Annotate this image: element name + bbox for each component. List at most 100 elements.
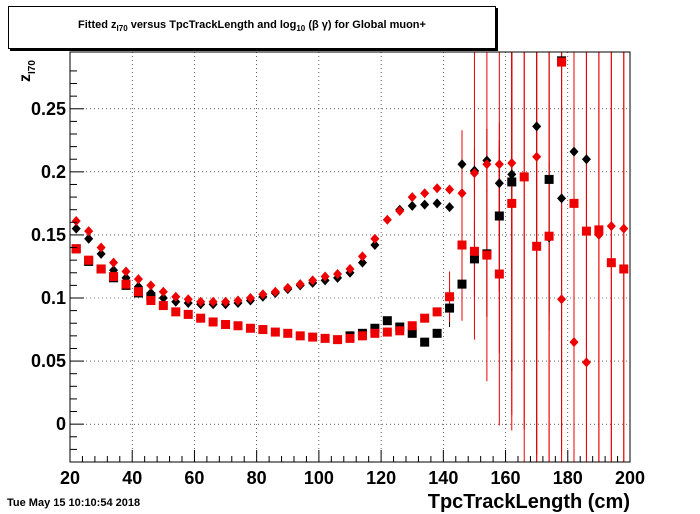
title-sub-i70: I70: [116, 24, 128, 34]
diamond-marker: [96, 242, 106, 253]
x-tick-label: 40: [122, 468, 142, 488]
diamond-marker: [84, 226, 94, 237]
diamond-marker: [581, 357, 591, 368]
x-tick-label: 200: [615, 468, 645, 488]
square-marker: [569, 198, 579, 208]
x-tick-label: 80: [247, 468, 267, 488]
diamond-marker: [196, 296, 206, 307]
diamond-marker: [71, 223, 81, 234]
diamond-marker: [569, 146, 579, 157]
diamond-marker: [532, 151, 542, 162]
diamond-marker: [295, 279, 305, 290]
x-axis-title: TpcTrackLength (cm): [428, 491, 630, 513]
title-sub-10: 10: [296, 24, 306, 34]
square-marker: [283, 328, 293, 338]
square-marker: [469, 254, 479, 264]
diamond-marker: [482, 159, 492, 170]
diamond-marker: [382, 214, 392, 225]
square-marker: [370, 323, 380, 333]
square-marker: [84, 255, 94, 265]
diamond-marker: [183, 294, 193, 305]
error-bars: [72, 52, 628, 462]
square-marker: [457, 240, 467, 250]
diamond-marker: [494, 159, 504, 170]
title-suffix: (β γ) for Global muon+: [305, 19, 426, 31]
chart-title: Fitted zI70 versus TpcTrackLength and lo…: [9, 19, 495, 33]
diamond-marker: [370, 233, 380, 244]
title-middle: versus TpcTrackLength and log: [127, 19, 297, 31]
diamond-marker: [445, 184, 455, 195]
title-prefix: Fitted z: [78, 19, 117, 31]
axis-ticks: [69, 70, 631, 462]
square-marker: [544, 231, 554, 241]
square-marker: [357, 331, 367, 341]
square-marker: [445, 303, 455, 313]
square-marker: [395, 326, 405, 336]
diamond-marker: [158, 293, 168, 303]
square-marker: [557, 57, 567, 67]
diamond-marker: [245, 293, 255, 303]
diamond-marker: [532, 121, 542, 132]
diamond-marker: [457, 188, 467, 199]
square-marker: [432, 328, 442, 338]
data-markers: [71, 56, 629, 368]
y-axis-title-sub: I70: [27, 60, 38, 74]
diamond-marker: [96, 248, 106, 259]
square-marker: [594, 225, 604, 235]
diamond-marker: [581, 154, 591, 165]
square-marker: [133, 287, 143, 297]
square-marker: [183, 309, 193, 319]
y-axis-title: zI70: [17, 60, 38, 82]
plot-frame: [69, 51, 631, 463]
diamond-marker: [270, 286, 280, 297]
square-marker: [345, 333, 355, 343]
diamond-marker: [158, 286, 168, 297]
diamond-marker: [445, 202, 455, 213]
diamond-marker: [283, 282, 293, 293]
diamond-marker: [71, 216, 81, 227]
diamond-marker: [345, 263, 355, 274]
diamond-marker: [121, 266, 131, 277]
timestamp: Tue May 15 10:10:54 2018: [7, 497, 141, 509]
x-tick-label: 20: [60, 468, 80, 488]
diamond-marker: [395, 205, 405, 216]
diamond-marker: [133, 274, 143, 285]
diamond-marker: [370, 240, 380, 251]
square-marker: [507, 177, 517, 187]
square-marker: [109, 272, 119, 282]
square-marker: [258, 325, 268, 335]
square-marker: [469, 246, 479, 256]
diamond-marker: [606, 221, 616, 232]
diamond-marker: [171, 291, 181, 302]
diamond-marker: [357, 251, 367, 262]
x-tick-label: 180: [553, 468, 583, 488]
square-marker: [71, 244, 81, 254]
diamond-marker: [494, 178, 504, 189]
square-marker: [382, 316, 392, 326]
square-marker: [482, 250, 492, 260]
diamond-marker: [469, 168, 479, 179]
diamond-marker: [432, 198, 442, 209]
diamond-marker: [221, 296, 231, 307]
diamond-marker: [507, 169, 517, 180]
diamond-marker: [84, 233, 94, 244]
x-tick-label: 140: [428, 468, 458, 488]
y-tick-label: 0.1: [41, 288, 66, 308]
x-tick-label: 160: [491, 468, 521, 488]
diamond-marker: [432, 183, 442, 194]
x-tick-label: 100: [304, 468, 334, 488]
square-marker: [457, 279, 467, 289]
square-marker: [320, 333, 330, 343]
diamond-marker: [308, 275, 318, 286]
square-marker: [544, 174, 554, 184]
diamond-marker: [146, 280, 156, 291]
square-marker: [494, 211, 504, 221]
square-marker: [158, 301, 168, 311]
diamond-marker: [208, 296, 218, 307]
square-marker: [196, 313, 206, 323]
square-marker: [507, 198, 517, 208]
y-tick-label: 0.15: [31, 225, 66, 245]
square-marker: [382, 327, 392, 337]
square-marker: [581, 226, 591, 236]
